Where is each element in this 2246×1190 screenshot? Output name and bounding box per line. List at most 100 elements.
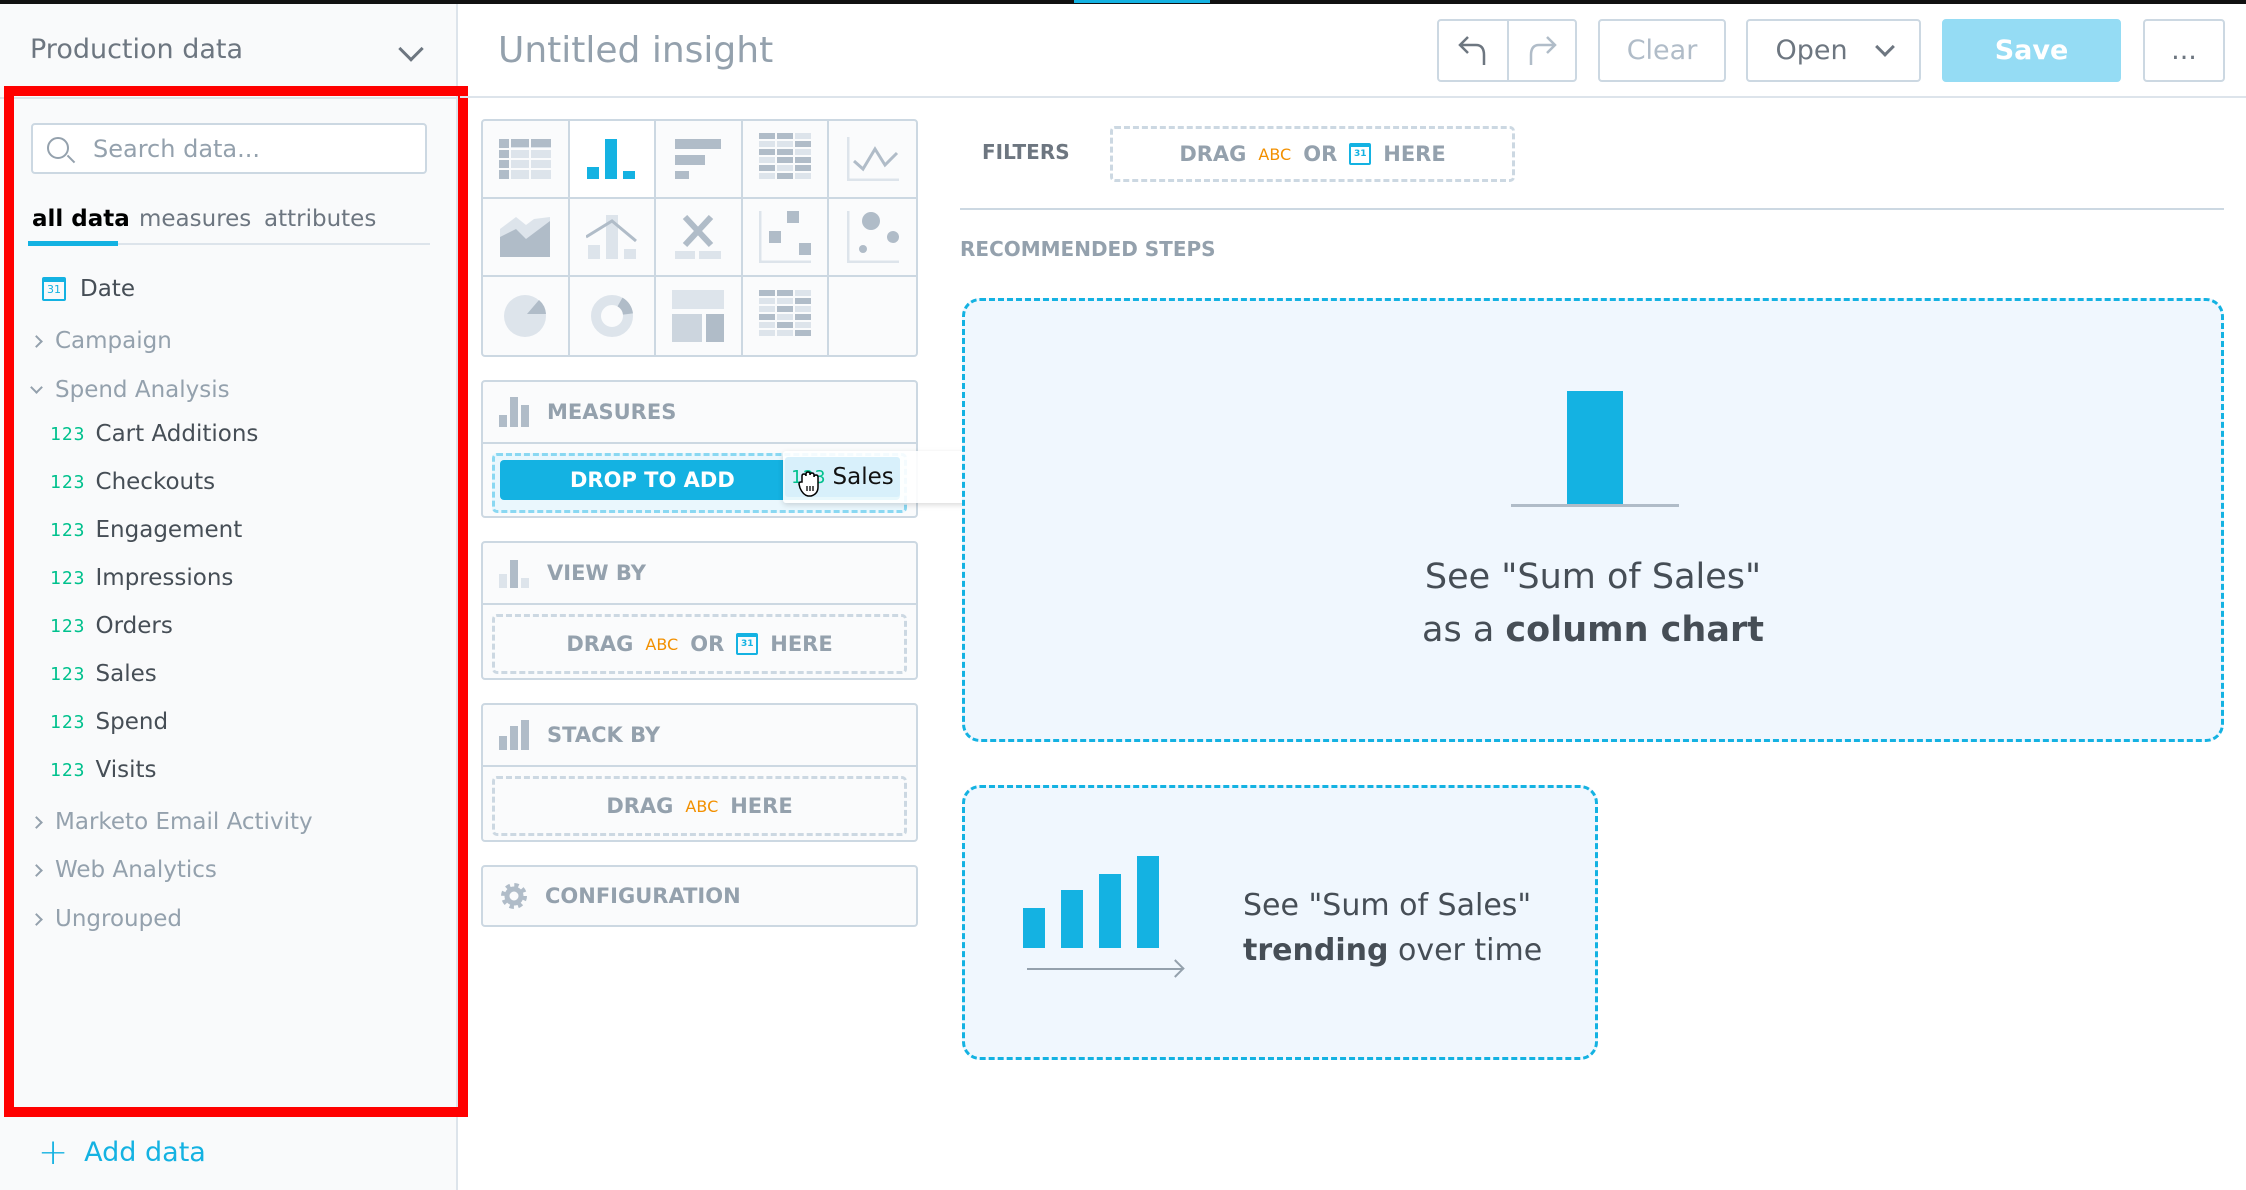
list-item-measure[interactable]: 123 Impressions bbox=[50, 563, 233, 593]
configuration-header[interactable]: CONFIGURATION bbox=[483, 867, 916, 925]
group-marketo[interactable]: Marketo Email Activity bbox=[30, 807, 313, 837]
tab-attributes[interactable]: attributes bbox=[264, 206, 377, 232]
list-item-measure[interactable]: 123 Checkouts bbox=[50, 467, 215, 497]
list-item-measure[interactable]: 123 Visits bbox=[50, 755, 157, 785]
undo-button[interactable] bbox=[1437, 19, 1509, 82]
measure-icon: 123 bbox=[50, 663, 86, 685]
trend-bar bbox=[1099, 874, 1121, 948]
chevron-right-icon bbox=[30, 334, 43, 348]
recommendation-trend[interactable]: See "Sum of Sales" trending over time bbox=[962, 785, 1598, 1060]
or-text: OR bbox=[690, 632, 725, 656]
vis-pie[interactable] bbox=[483, 277, 570, 355]
group-campaign[interactable]: Campaign bbox=[30, 326, 172, 356]
stack-by-title: STACK BY bbox=[547, 723, 661, 747]
clear-button[interactable]: Clear bbox=[1598, 19, 1726, 82]
area-chart-icon bbox=[500, 217, 551, 257]
dataset-picker[interactable]: Production data bbox=[30, 34, 244, 65]
headline-icon bbox=[675, 215, 722, 259]
vis-pivot[interactable] bbox=[743, 277, 830, 355]
stack-by-icon bbox=[499, 720, 531, 750]
arrow-right-icon bbox=[1027, 968, 1182, 970]
heatmap-icon bbox=[759, 133, 812, 179]
drag-text: DRAG bbox=[566, 632, 634, 656]
measure-icon: 123 bbox=[50, 519, 86, 541]
attribute-icon: ABC bbox=[1258, 144, 1292, 164]
chevron-down-icon[interactable] bbox=[398, 36, 424, 62]
vis-combo[interactable] bbox=[569, 199, 657, 277]
vis-treemap[interactable] bbox=[656, 277, 743, 355]
or-text: OR bbox=[1303, 142, 1338, 166]
item-label: Date bbox=[80, 276, 135, 302]
recommendation-line: as a column chart bbox=[965, 604, 2221, 657]
item-label: Engagement bbox=[95, 517, 243, 543]
vis-scatter[interactable] bbox=[742, 199, 830, 277]
group-label: Web Analytics bbox=[55, 857, 217, 883]
open-label: Open bbox=[1775, 35, 1848, 66]
text: over time bbox=[1388, 933, 1543, 968]
view-by-drop-zone[interactable]: DRAG ABC OR 31 HERE bbox=[492, 614, 907, 674]
here-text: HERE bbox=[770, 632, 833, 656]
chevron-down-icon bbox=[30, 380, 43, 394]
list-item-date[interactable]: 31 Date bbox=[42, 274, 135, 304]
search-input[interactable]: Search data... bbox=[31, 123, 427, 174]
recommendation-column-chart[interactable]: See "Sum of Sales" as a column chart bbox=[962, 298, 2224, 742]
table-icon bbox=[499, 139, 552, 179]
list-item-measure[interactable]: 123 Sales bbox=[50, 659, 157, 689]
stack-by-drop-zone[interactable]: DRAG ABC HERE bbox=[492, 776, 907, 836]
add-data-button[interactable]: + Add data bbox=[38, 1132, 206, 1173]
insight-title[interactable]: Untitled insight bbox=[498, 30, 774, 71]
item-label: Checkouts bbox=[95, 469, 216, 495]
list-item-measure[interactable]: 123 Engagement bbox=[50, 515, 242, 545]
plus-icon: + bbox=[38, 1132, 69, 1173]
chevron-right-icon bbox=[30, 912, 43, 926]
column-chart-icon bbox=[1567, 391, 1623, 504]
calendar-icon: 31 bbox=[736, 633, 759, 655]
grab-cursor-icon bbox=[798, 471, 819, 497]
filters-drop-zone[interactable]: DRAG ABC OR 31 HERE bbox=[1110, 126, 1515, 182]
attribute-icon: ABC bbox=[645, 634, 679, 654]
header-divider bbox=[460, 96, 2246, 98]
list-item-measure[interactable]: 123 Cart Additions bbox=[50, 419, 258, 449]
filters-label: FILTERS bbox=[982, 140, 1070, 164]
measure-icon: 123 bbox=[50, 423, 86, 445]
drag-text: DRAG bbox=[606, 794, 674, 818]
here-text: HERE bbox=[1383, 142, 1446, 166]
more-button[interactable]: ... bbox=[2143, 19, 2225, 82]
data-catalog-sidebar: Production data Search data... all data … bbox=[0, 4, 458, 1190]
tab-all-data[interactable]: all data bbox=[32, 206, 130, 232]
list-item-measure[interactable]: 123 Orders bbox=[50, 611, 173, 641]
recommendation-text: See "Sum of Sales" trending over time bbox=[1243, 883, 1542, 973]
measures-header: MEASURES bbox=[483, 382, 916, 444]
pie-chart-icon bbox=[504, 295, 547, 337]
vis-headline[interactable] bbox=[656, 199, 743, 277]
configuration-bucket[interactable]: CONFIGURATION bbox=[481, 865, 918, 927]
divider bbox=[0, 97, 456, 99]
open-button[interactable]: Open bbox=[1746, 19, 1921, 82]
vis-heatmap[interactable] bbox=[742, 121, 830, 199]
group-web-analytics[interactable]: Web Analytics bbox=[30, 855, 217, 885]
measure-icon: 123 bbox=[50, 759, 86, 781]
vis-bar[interactable] bbox=[656, 121, 743, 199]
emphasis: column chart bbox=[1505, 610, 1764, 650]
group-spend-analysis[interactable]: Spend Analysis bbox=[30, 375, 230, 405]
chevron-down-icon bbox=[1874, 36, 1895, 57]
vis-area[interactable] bbox=[483, 199, 570, 277]
redo-button[interactable] bbox=[1507, 19, 1577, 82]
group-ungrouped[interactable]: Ungrouped bbox=[30, 904, 182, 934]
save-button[interactable]: Save bbox=[1942, 19, 2121, 82]
scatter-icon bbox=[759, 211, 812, 263]
tabs-divider bbox=[28, 243, 430, 245]
vis-bubble[interactable] bbox=[829, 199, 916, 277]
vis-table[interactable] bbox=[483, 121, 570, 199]
vis-donut[interactable] bbox=[570, 277, 657, 355]
item-label: Cart Additions bbox=[95, 421, 259, 447]
recommendation-text: See "Sum of Sales" as a column chart bbox=[965, 551, 2221, 657]
group-label: Ungrouped bbox=[55, 906, 182, 932]
list-item-measure[interactable]: 123 Spend bbox=[50, 707, 168, 737]
text: as a bbox=[1422, 610, 1506, 650]
vis-column-selected[interactable] bbox=[569, 121, 657, 199]
tab-measures[interactable]: measures bbox=[139, 206, 252, 232]
vis-line[interactable] bbox=[829, 121, 916, 199]
trend-bar bbox=[1137, 856, 1159, 948]
combo-chart-icon bbox=[585, 215, 637, 259]
